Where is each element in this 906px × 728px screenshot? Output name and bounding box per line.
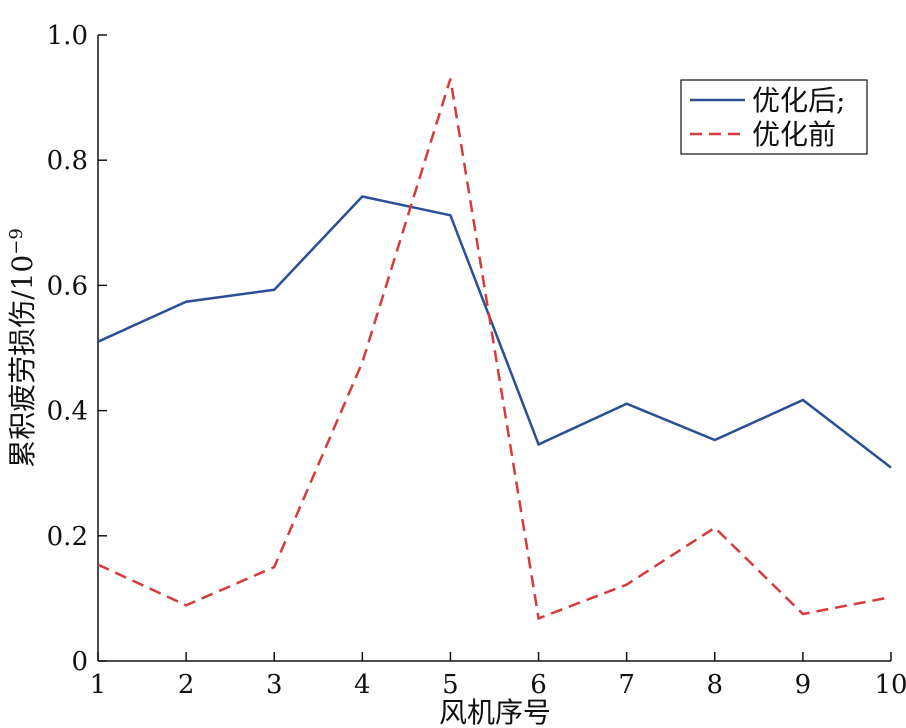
series-line-before [97, 78, 892, 621]
y-ticks: 0 0.2 0.4 0.6 0.8 1.0 [47, 21, 107, 677]
x-tick-label: 8 [707, 670, 724, 700]
legend-label-before: 优化前 [752, 118, 836, 151]
x-ticks: 1 2 3 4 5 6 7 8 9 10 [90, 652, 906, 700]
legend-box [680, 79, 868, 155]
y-tick-label: 0.2 [47, 522, 88, 552]
axes: 0 0.2 0.4 0.6 0.8 1.0 1 2 3 4 5 6 7 8 9 10 [47, 21, 906, 700]
x-tick-label: 4 [354, 670, 371, 700]
x-tick-label: 5 [442, 670, 459, 700]
y-tick-label: 1.0 [47, 21, 88, 51]
y-axis-title: 累积疲劳损伤/10−9 [6, 228, 39, 468]
x-tick-label: 3 [266, 670, 283, 700]
x-tick-label: 9 [795, 670, 812, 700]
y-axis-title-exponent: −9 [6, 228, 27, 255]
x-tick-label: 2 [178, 670, 195, 700]
y-tick-label: 0.8 [47, 146, 88, 176]
y-axis-title-main: 累积疲劳损伤/10 [6, 255, 39, 468]
x-tick-label: 1 [90, 670, 107, 700]
y-tick-label: 0.6 [47, 271, 88, 301]
x-axis-title: 风机序号 [439, 696, 551, 728]
series-layer [97, 78, 892, 621]
x-tick-label: 6 [530, 670, 547, 700]
y-tick-label: 0 [71, 647, 88, 677]
legend: 优化后; 优化前 [680, 79, 868, 155]
series-line-after [97, 195, 892, 469]
legend-label-after: 优化后; [752, 84, 845, 117]
x-tick-label: 7 [618, 670, 635, 700]
x-tick-label: 10 [874, 670, 906, 700]
y-tick-label: 0.4 [47, 397, 88, 427]
